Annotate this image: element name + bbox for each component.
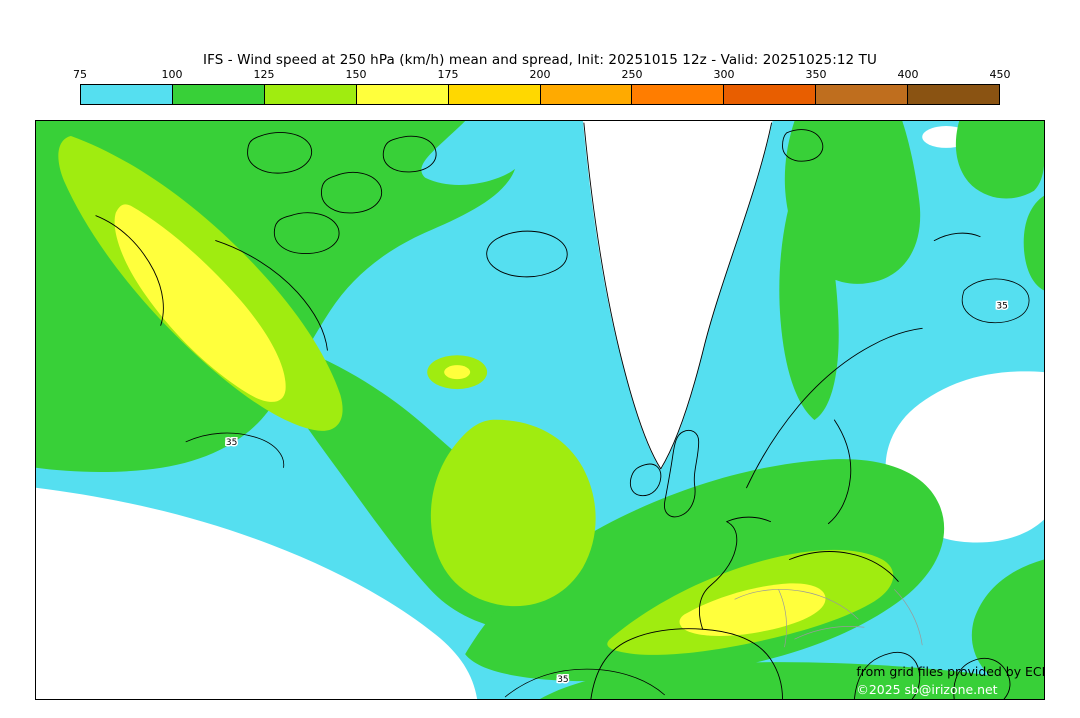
colorbar-tick-label: 200 — [529, 68, 551, 81]
colorbar-tick-label: 125 — [253, 68, 275, 81]
spread-contour-label: 35 — [226, 438, 237, 448]
country-border — [894, 589, 923, 646]
hudson-coast — [95, 215, 164, 326]
arctic-island — [247, 132, 312, 174]
baltic-coast — [827, 419, 852, 525]
coastlines-layer — [95, 122, 1011, 699]
green-region-vertical-band — [779, 180, 839, 420]
colorbar-segment — [171, 85, 264, 104]
colorbar-segment — [631, 85, 724, 104]
labrador-coast — [215, 240, 328, 351]
kola-coast — [933, 232, 981, 242]
ireland-coast — [629, 463, 662, 497]
colorbar-segment — [723, 85, 816, 104]
colorbar-segment — [355, 85, 448, 104]
colorbar-tick-label: 350 — [805, 68, 827, 81]
mediterranean-coast — [853, 651, 921, 699]
spread-contour-line — [185, 432, 285, 468]
south-baltic-coast — [789, 551, 899, 582]
colorbar-tick-label: 450 — [989, 68, 1011, 81]
country-border — [734, 589, 859, 620]
iceland-coast — [486, 230, 568, 278]
greenland-east-coast — [660, 122, 772, 470]
yellow-core-southeast — [679, 583, 826, 636]
greenland-west-coast — [583, 122, 662, 470]
country-border — [794, 626, 865, 640]
spread-contour-label: 35 — [557, 675, 568, 685]
arctic-island — [274, 212, 340, 254]
chartreuse-region-central — [430, 419, 596, 607]
attribution-copyright: ©2025 sb@irizone.net — [856, 682, 997, 697]
green-region-right-edge — [1023, 195, 1044, 291]
france-coast — [698, 516, 771, 630]
country-border — [778, 589, 787, 648]
white-region-subtropical-atlantic — [36, 487, 478, 699]
colorbar-tick-label: 100 — [161, 68, 183, 81]
green-region-southeast-jet — [465, 459, 945, 682]
attribution: from grid files provided by ECMWF ©2025 … — [856, 664, 1044, 697]
yellow-spot-central — [444, 365, 471, 380]
norway-coast — [746, 327, 923, 489]
country-borders-layer — [734, 589, 923, 648]
white-region-greenland — [582, 121, 773, 470]
colorbar-tick-label: 300 — [713, 68, 735, 81]
colorbar-segment — [907, 85, 1000, 104]
green-region-bottom-right — [971, 559, 1044, 699]
colorbar-tick-label: 250 — [621, 68, 643, 81]
arctic-island — [382, 135, 437, 173]
spread-contour-line — [961, 278, 1030, 324]
colorbar-segment — [815, 85, 908, 104]
spread-contour-line — [504, 668, 666, 698]
wind-fill-150-175 — [114, 204, 826, 636]
mediterranean-coast — [953, 658, 1011, 699]
arctic-island — [320, 172, 382, 214]
svalbard-coast — [782, 129, 824, 162]
colorbar-tick-label: 175 — [437, 68, 459, 81]
britain-coast — [664, 429, 700, 518]
colorbar-tick-label: 400 — [897, 68, 919, 81]
colorbar-segment — [447, 85, 540, 104]
colorbar-tick-labels: 75 100 125 150 175 200 250 300 350 400 4… — [73, 68, 1011, 81]
colorbar-tick-label: 150 — [345, 68, 367, 81]
colorbar-tick-label: 75 — [73, 68, 87, 81]
map-canvas: 35 35 35 from grid files provided by ECM… — [36, 121, 1044, 699]
colorbar-segment — [539, 85, 632, 104]
yellow-core-northwest — [114, 204, 286, 402]
colorbar-segment — [81, 85, 172, 104]
colorbar — [80, 84, 1000, 105]
wind-speed-map: 35 35 35 from grid files provided by ECM… — [35, 120, 1045, 700]
attribution-source: from grid files provided by ECMWF — [856, 664, 1044, 679]
colorbar-segment — [263, 85, 356, 104]
chart-title: IFS - Wind speed at 250 hPa (km/h) mean … — [203, 52, 877, 68]
green-region-top-right-b — [955, 121, 1044, 199]
spread-contours-layer: 35 35 35 — [185, 278, 1030, 698]
spread-contour-label: 35 — [996, 301, 1007, 311]
